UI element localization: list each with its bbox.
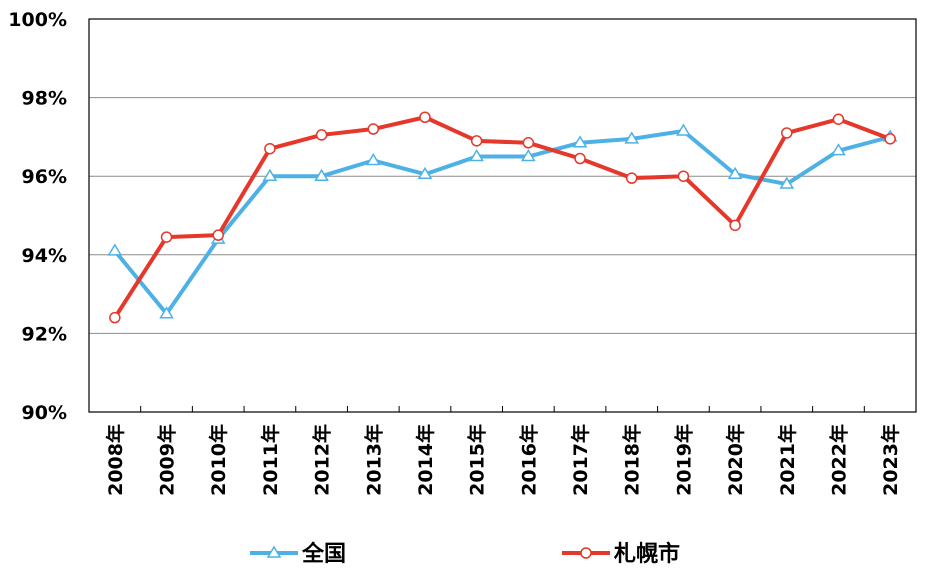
data-point-triangle — [779, 176, 795, 189]
x-tick-label: 2019年 — [672, 424, 695, 496]
data-point-circle — [264, 142, 276, 155]
x-tick-label: 2021年 — [776, 424, 799, 496]
data-point-circle — [832, 113, 845, 125]
y-tick-label: 92% — [22, 323, 67, 345]
data-point-circle — [470, 135, 483, 147]
data-point-circle — [160, 231, 173, 243]
data-point-triangle — [624, 131, 640, 144]
x-tick-label: 2012年 — [311, 424, 334, 496]
legend-item-sapporo: 札幌市 — [562, 541, 680, 567]
x-tick-label: 2022年 — [827, 424, 850, 496]
legend-item-zenkoku: 全国 — [250, 541, 346, 567]
data-point-triangle — [727, 166, 743, 179]
data-point-triangle — [676, 123, 691, 136]
y-tick-label: 98% — [22, 88, 67, 110]
y-tick-label: 100% — [8, 9, 67, 31]
x-tick-label: 2020年 — [724, 424, 747, 496]
data-point-triangle — [521, 149, 536, 162]
data-point-circle — [522, 137, 535, 149]
data-point-triangle — [159, 306, 174, 319]
series-line-1 — [113, 115, 891, 319]
data-point-triangle — [417, 166, 433, 179]
x-tick-label: 2013年 — [362, 424, 385, 496]
x-tick-label: 2014年 — [414, 424, 437, 496]
data-point-circle — [367, 123, 380, 135]
data-point-circle — [625, 172, 638, 184]
x-tick-label: 2016年 — [517, 424, 540, 496]
x-tick-label: 2017年 — [569, 424, 592, 496]
data-point-circle — [884, 133, 896, 145]
data-point-circle — [574, 152, 586, 165]
data-point-circle — [419, 111, 431, 123]
legend: 全国 札幌市 — [250, 541, 680, 567]
series — [107, 111, 898, 324]
data-point-triangle — [831, 143, 846, 156]
legend-label-zenkoku: 全国 — [301, 541, 346, 567]
data-point-triangle — [365, 153, 381, 166]
data-point-triangle — [262, 168, 278, 181]
y-tick-label: 90% — [22, 402, 67, 424]
plot-area — [88, 18, 917, 413]
data-point-circle — [677, 170, 690, 182]
x-tick-label: 2011年 — [259, 424, 282, 496]
data-point-triangle — [572, 135, 588, 148]
x-tick-label: 2023年 — [879, 424, 902, 496]
data-point-circle — [781, 127, 793, 139]
y-tick-label: 96% — [22, 166, 67, 188]
x-tick-label: 2015年 — [466, 424, 489, 496]
axes: 90% 92% 94% 96% 98% 100% 2008年 2009年 2010年 2011年 2… — [8, 9, 902, 496]
x-tick-label: 2008年 — [104, 424, 127, 496]
data-point-circle — [109, 311, 121, 324]
x-tick-label: 2018年 — [621, 424, 644, 496]
data-point-triangle — [107, 243, 123, 256]
y-tick-label: 94% — [22, 245, 67, 267]
gridlines — [89, 97, 916, 334]
legend-triangle-icon — [266, 545, 282, 558]
data-point-triangle — [469, 149, 484, 162]
legend-label-sapporo: 札幌市 — [613, 541, 680, 567]
data-point-circle — [315, 129, 328, 141]
data-point-triangle — [314, 168, 329, 181]
data-point-circle — [729, 219, 741, 232]
x-tick-label: 2009年 — [156, 424, 179, 496]
data-point-circle — [212, 229, 224, 241]
legend-circle-icon — [580, 547, 592, 559]
x-tick-label: 2010年 — [207, 424, 230, 496]
